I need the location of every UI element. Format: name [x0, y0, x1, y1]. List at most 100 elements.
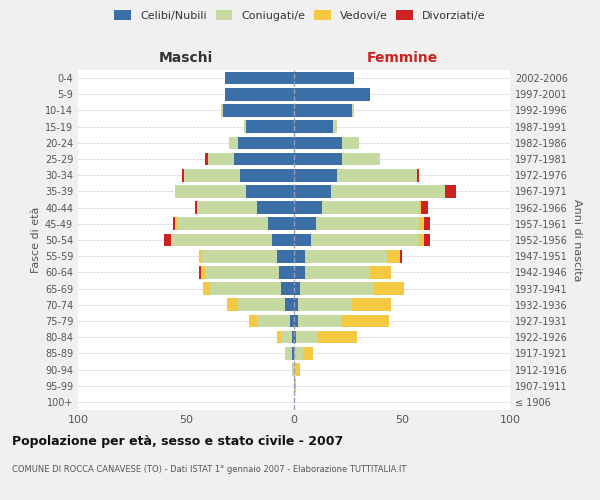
- Bar: [279, 266, 294, 278]
- Bar: [248, 314, 257, 328]
- Bar: [419, 234, 424, 246]
- Bar: [294, 104, 352, 117]
- Bar: [341, 152, 380, 166]
- Bar: [294, 380, 296, 392]
- Bar: [292, 363, 294, 376]
- Bar: [294, 202, 322, 214]
- Bar: [197, 202, 257, 214]
- Bar: [294, 250, 305, 262]
- Bar: [178, 218, 268, 230]
- Bar: [417, 169, 419, 181]
- Bar: [445, 185, 456, 198]
- Bar: [294, 282, 301, 295]
- Bar: [294, 218, 316, 230]
- Bar: [337, 169, 417, 181]
- Bar: [419, 202, 421, 214]
- Bar: [294, 234, 311, 246]
- Bar: [292, 347, 294, 360]
- Bar: [316, 218, 419, 230]
- Bar: [294, 72, 355, 85]
- Bar: [199, 266, 201, 278]
- Bar: [281, 331, 292, 344]
- Bar: [294, 331, 296, 344]
- Bar: [240, 169, 294, 181]
- Bar: [294, 185, 331, 198]
- Text: Femmine: Femmine: [367, 51, 437, 65]
- Bar: [305, 266, 370, 278]
- Bar: [203, 282, 210, 295]
- Bar: [421, 202, 428, 214]
- Bar: [290, 314, 294, 328]
- Bar: [352, 298, 391, 311]
- Bar: [233, 152, 294, 166]
- Bar: [227, 298, 238, 311]
- Bar: [201, 250, 277, 262]
- Bar: [210, 282, 281, 295]
- Bar: [286, 298, 294, 311]
- Text: Maschi: Maschi: [159, 51, 213, 65]
- Bar: [272, 234, 294, 246]
- Bar: [238, 298, 286, 311]
- Bar: [294, 120, 333, 133]
- Bar: [175, 185, 247, 198]
- Bar: [298, 298, 352, 311]
- Bar: [322, 202, 419, 214]
- Bar: [370, 266, 391, 278]
- Bar: [173, 218, 175, 230]
- Bar: [175, 218, 178, 230]
- Text: COMUNE DI ROCCA CANAVESE (TO) - Dati ISTAT 1° gennaio 2007 - Elaborazione TUTTIT: COMUNE DI ROCCA CANAVESE (TO) - Dati IST…: [12, 465, 406, 474]
- Bar: [292, 331, 294, 344]
- Bar: [277, 331, 281, 344]
- Bar: [294, 266, 305, 278]
- Bar: [294, 298, 298, 311]
- Bar: [184, 169, 240, 181]
- Text: Popolazione per età, sesso e stato civile - 2007: Popolazione per età, sesso e stato civil…: [12, 435, 343, 448]
- Bar: [225, 72, 294, 85]
- Bar: [171, 234, 272, 246]
- Bar: [294, 152, 341, 166]
- Bar: [205, 152, 208, 166]
- Bar: [387, 250, 400, 262]
- Bar: [225, 88, 294, 101]
- Bar: [311, 234, 419, 246]
- Bar: [244, 120, 247, 133]
- Bar: [318, 331, 356, 344]
- Bar: [301, 282, 374, 295]
- Bar: [221, 104, 223, 117]
- Bar: [294, 169, 337, 181]
- Bar: [268, 218, 294, 230]
- Bar: [164, 234, 171, 246]
- Bar: [182, 169, 184, 181]
- Bar: [296, 363, 301, 376]
- Bar: [341, 136, 359, 149]
- Bar: [424, 234, 430, 246]
- Bar: [205, 266, 279, 278]
- Bar: [333, 120, 337, 133]
- Bar: [199, 250, 201, 262]
- Bar: [294, 314, 298, 328]
- Bar: [286, 347, 292, 360]
- Bar: [331, 185, 445, 198]
- Bar: [257, 202, 294, 214]
- Bar: [294, 363, 296, 376]
- Bar: [257, 314, 290, 328]
- Bar: [247, 120, 294, 133]
- Bar: [247, 185, 294, 198]
- Y-axis label: Fasce di età: Fasce di età: [31, 207, 41, 273]
- Bar: [419, 218, 424, 230]
- Bar: [194, 202, 197, 214]
- Bar: [229, 136, 238, 149]
- Bar: [201, 266, 205, 278]
- Bar: [294, 347, 302, 360]
- Bar: [424, 218, 430, 230]
- Bar: [296, 331, 318, 344]
- Bar: [238, 136, 294, 149]
- Bar: [352, 104, 355, 117]
- Bar: [298, 314, 341, 328]
- Bar: [302, 347, 313, 360]
- Bar: [208, 152, 233, 166]
- Bar: [294, 136, 341, 149]
- Legend: Celibi/Nubili, Coniugati/e, Vedovi/e, Divorziati/e: Celibi/Nubili, Coniugati/e, Vedovi/e, Di…: [110, 6, 490, 25]
- Y-axis label: Anni di nascita: Anni di nascita: [572, 198, 581, 281]
- Bar: [281, 282, 294, 295]
